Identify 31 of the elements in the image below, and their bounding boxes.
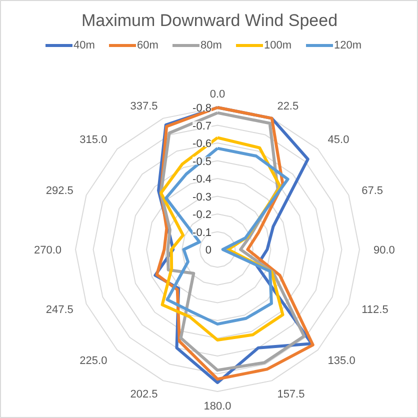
spoke-label: 90.0 <box>374 244 395 256</box>
y-tick-label: 0 <box>205 244 212 256</box>
legend-label: 60m <box>137 40 158 52</box>
y-tick-label: -0.4 <box>192 174 212 186</box>
legend-label: 40m <box>74 40 95 52</box>
y-tick-label: -0.5 <box>192 156 212 168</box>
legend-label: 80m <box>200 40 222 52</box>
spoke-label: 157.5 <box>277 388 305 401</box>
spoke-label: 45.0 <box>328 134 350 146</box>
spoke-label: 247.5 <box>46 304 74 316</box>
spoke-label: 202.5 <box>130 388 158 401</box>
y-tick-label: -0.3 <box>192 191 212 204</box>
spoke-label: 225.0 <box>80 354 108 367</box>
y-tick-label: -0.8 <box>192 102 212 114</box>
y-tick-label: -0.2 <box>192 209 212 221</box>
chart-title: Maximum Downward Wind Speed <box>81 11 338 30</box>
spoke-label: 292.5 <box>46 184 74 197</box>
spoke-label: 315.0 <box>80 134 108 146</box>
spoke-label: 337.5 <box>130 100 158 112</box>
spoke-label: 22.5 <box>277 100 299 112</box>
y-tick-label: -0.6 <box>192 138 212 150</box>
spoke-label: 67.5 <box>362 184 384 197</box>
spoke-label: 180.0 <box>204 400 232 412</box>
spoke-label: 270.0 <box>34 244 62 256</box>
y-tick-label: -0.7 <box>192 120 212 132</box>
legend-label: 100m <box>264 40 292 52</box>
spoke-label: 112.5 <box>362 304 388 316</box>
spoke-label: 135.0 <box>328 354 356 367</box>
spoke-label: 0.0 <box>210 88 226 100</box>
y-tick-label: -0.1 <box>192 226 212 239</box>
legend-label: 120m <box>334 40 362 52</box>
